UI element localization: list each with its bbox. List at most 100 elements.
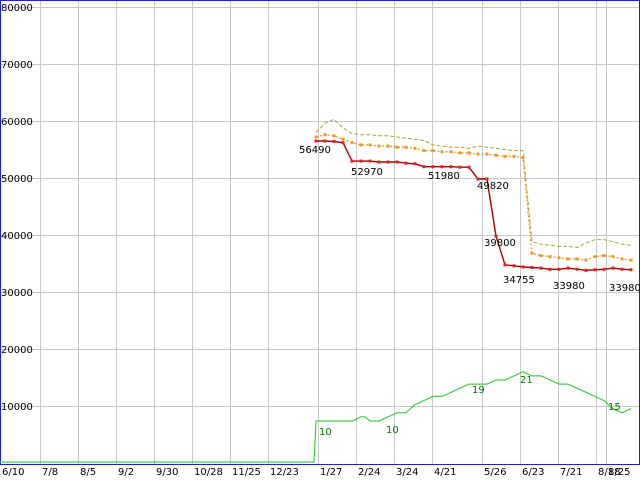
y-axis-tick-label: 80000	[1, 3, 33, 14]
dark-red-solid-price-line-marker	[341, 141, 345, 145]
x-axis-date-label: 8/5	[80, 467, 96, 478]
data-point-annotation: 49820	[477, 181, 509, 192]
x-axis-date-label: 8/25	[608, 467, 630, 478]
dark-red-solid-price-line-marker	[359, 159, 363, 163]
y-axis-tick-label: 70000	[1, 60, 33, 71]
x-axis-date-label: 6/10	[2, 467, 24, 478]
dark-red-solid-price-line-marker	[584, 268, 588, 272]
orange-dotted-price-line-marker	[575, 257, 579, 261]
dark-red-solid-price-line-marker	[395, 160, 399, 164]
orange-dotted-price-line-marker	[539, 254, 543, 258]
dark-red-solid-price-line-marker	[440, 165, 444, 169]
dark-red-solid-price-line-marker	[503, 263, 507, 267]
orange-dotted-price-line-marker	[566, 257, 570, 261]
x-axis-date-label: 2/24	[358, 467, 380, 478]
y-axis-tick-label: 10000	[1, 402, 33, 413]
orange-dotted-price-line-marker	[440, 150, 444, 154]
dark-red-solid-price-line-marker	[557, 267, 561, 271]
orange-dotted-price-line-marker	[602, 254, 606, 258]
dark-red-solid-price-line-marker	[404, 161, 408, 165]
data-point-annotation: 10	[386, 425, 399, 436]
dark-red-solid-price-line-marker	[431, 165, 435, 169]
orange-dotted-price-line-marker	[332, 134, 336, 138]
dark-red-solid-price-line-marker	[539, 266, 543, 270]
dark-red-solid-price-line-marker	[593, 268, 597, 272]
x-axis-date-label: 7/21	[560, 467, 582, 478]
data-point-annotation: 33980	[553, 281, 585, 292]
dark-red-solid-price-line-marker	[323, 139, 327, 143]
x-axis-date-label: 7/8	[42, 467, 58, 478]
y-axis-tick-label: 60000	[1, 117, 33, 128]
x-axis-date-label: 8/18	[598, 467, 620, 478]
orange-dotted-price-line-marker	[467, 151, 471, 155]
dark-red-solid-price-line-marker	[377, 160, 381, 164]
orange-dotted-price-line-marker	[314, 135, 318, 139]
orange-dotted-price-line-marker	[593, 255, 597, 259]
data-point-annotation: 10	[319, 427, 332, 438]
x-axis-date-label: 1/27	[320, 467, 342, 478]
dark-red-solid-price-line-marker	[476, 177, 480, 181]
x-axis-date-label: 6/23	[522, 467, 544, 478]
olive-dashed-price-line	[315, 118, 632, 249]
x-axis-date-label: 9/2	[118, 467, 134, 478]
orange-dotted-price-line-marker	[323, 133, 327, 137]
orange-dotted-price-line-marker	[620, 257, 624, 261]
dark-red-solid-price-line-marker	[494, 234, 498, 238]
dark-red-solid-price-line-marker	[620, 267, 624, 271]
dark-red-solid-price-line-marker	[368, 159, 372, 163]
orange-dotted-price-line-marker	[377, 144, 381, 148]
orange-dotted-price-line-marker	[503, 154, 507, 158]
orange-dotted-price-line-marker	[494, 153, 498, 157]
orange-dotted-price-line-marker	[611, 255, 615, 259]
dark-red-solid-price-line-marker	[521, 265, 525, 269]
dark-red-solid-price-line-marker	[566, 266, 570, 270]
dark-red-solid-price-line-marker	[602, 267, 606, 271]
dark-red-solid-price-line-marker	[575, 267, 579, 271]
orange-dotted-price-line-marker	[350, 141, 354, 145]
dark-red-solid-price-line-marker	[449, 165, 453, 169]
orange-dotted-price-line-marker	[557, 256, 561, 260]
orange-dotted-price-line-marker	[431, 149, 435, 153]
y-axis-tick-label: 40000	[1, 231, 33, 242]
dark-red-solid-price-line-marker	[422, 165, 426, 169]
orange-dotted-price-line-marker	[530, 251, 534, 255]
orange-dotted-price-line-marker	[629, 258, 633, 262]
data-point-annotation: 19	[472, 385, 485, 396]
orange-dotted-price-line-marker	[422, 149, 426, 153]
orange-dotted-price-line-marker	[449, 150, 453, 154]
dark-red-solid-price-line-marker	[458, 165, 462, 169]
orange-dotted-price-line-marker	[485, 152, 489, 156]
data-point-annotation: 15	[608, 402, 621, 413]
orange-dotted-price-line-marker	[584, 258, 588, 262]
dark-red-solid-price-line-marker	[611, 266, 615, 270]
orange-dotted-price-line-marker	[413, 146, 417, 150]
orange-dotted-price-line-marker	[359, 143, 363, 147]
dark-red-solid-price-line-marker	[332, 140, 336, 144]
data-point-annotation: 21	[520, 375, 533, 386]
y-axis-tick-label: 30000	[1, 288, 33, 299]
data-point-annotation: 34755	[503, 275, 535, 286]
orange-dotted-price-line-marker	[512, 154, 516, 158]
dark-red-solid-price-line-marker	[548, 267, 552, 271]
data-point-annotation: 56490	[299, 145, 331, 156]
dark-red-solid-price-line-marker	[413, 162, 417, 166]
x-axis-date-label: 10/28	[194, 467, 223, 478]
dark-red-solid-price-line-marker	[629, 268, 633, 272]
y-axis-tick-label: 20000	[1, 345, 33, 356]
data-point-annotation: 39800	[484, 238, 516, 249]
x-axis-date-label: 12/23	[270, 467, 299, 478]
dark-red-solid-price-line-marker	[485, 177, 489, 181]
dark-red-solid-price-line-marker	[350, 159, 354, 163]
x-axis-date-label: 9/30	[156, 467, 178, 478]
data-point-annotation: 52970	[351, 167, 383, 178]
green-store-count-line	[0, 371, 632, 463]
orange-dotted-price-line-marker	[521, 155, 525, 159]
dark-red-solid-price-line-marker	[467, 165, 471, 169]
data-point-annotation: 33980	[609, 283, 640, 294]
orange-dotted-price-line-marker	[476, 152, 480, 156]
y-axis-tick-label: 50000	[1, 174, 33, 185]
dark-red-solid-price-line-marker	[512, 264, 516, 268]
x-axis-date-label: 3/24	[396, 467, 418, 478]
x-axis-date-label: 5/26	[484, 467, 506, 478]
